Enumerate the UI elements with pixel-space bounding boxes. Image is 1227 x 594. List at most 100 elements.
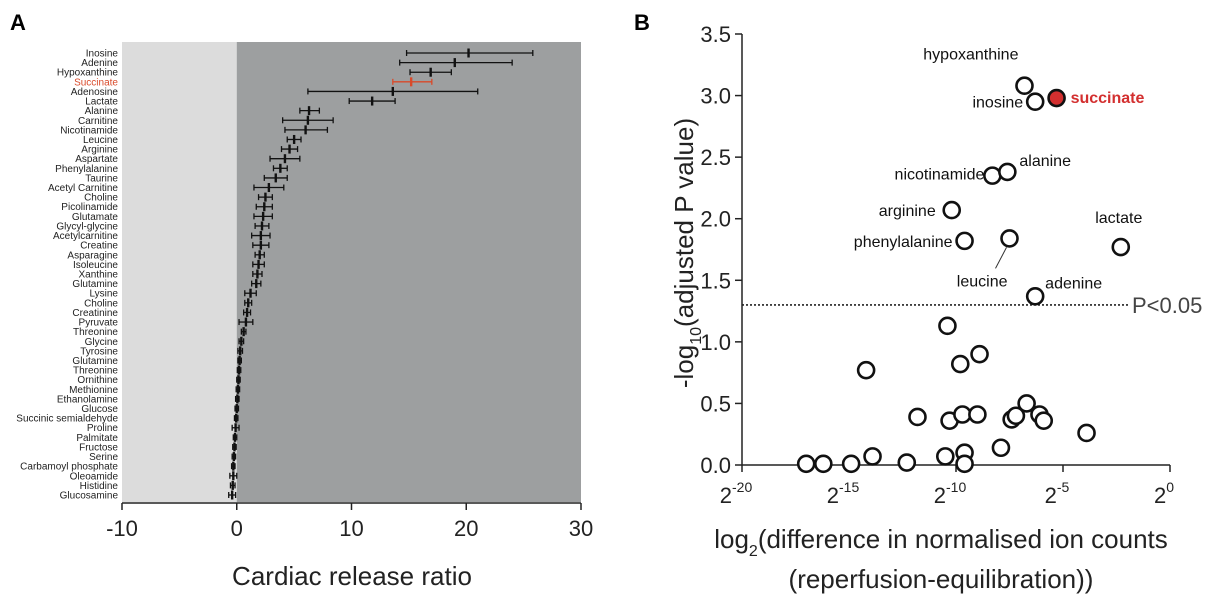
category-label: Palmitate (76, 433, 118, 444)
panel-a-category-labels: InosineAdenineHypoxanthineSuccinateAdeno… (16, 49, 118, 502)
x-tick-base: 2 (1045, 483, 1057, 508)
panel-b-label: B (634, 10, 650, 35)
data-point (409, 67, 452, 77)
category-label: Inosine (86, 49, 119, 60)
data-point (998, 162, 1017, 182)
data-point (405, 48, 534, 58)
y-tick-label: 3.0 (700, 84, 731, 109)
x-tick-base: 2 (827, 483, 839, 508)
y-tick-label: 0.0 (700, 453, 731, 478)
threshold-label: P<0.05 (1132, 293, 1202, 318)
data-point (236, 365, 242, 375)
x-tick-label: 2-10 (934, 479, 967, 508)
data-point (257, 192, 273, 202)
x-tick-label: 20 (454, 516, 478, 541)
data-point (244, 298, 253, 308)
data-point (237, 346, 244, 356)
category-label: Glutamine (72, 279, 118, 290)
category-label: Ornithine (77, 375, 118, 386)
category-label: Pyruvate (79, 318, 119, 329)
data-point (280, 144, 299, 154)
data-point (968, 405, 987, 424)
panel-b-points: hypoxanthine inosine succinate nicotinamide… (796, 47, 1144, 474)
point-label: alanine (1019, 153, 1071, 170)
category-label: Choline (84, 193, 118, 204)
panel-a-positive-region (236, 42, 581, 502)
category-label: Taurine (85, 173, 118, 184)
data-point (950, 354, 970, 374)
data-point (251, 279, 262, 289)
y-tick-label: 2.0 (700, 207, 731, 232)
panel-b-x-axis-title-prefix: log (714, 524, 749, 554)
category-label: Carnitine (78, 116, 118, 127)
data-point (856, 360, 876, 380)
data-point (1025, 92, 1045, 112)
leader-line (995, 247, 1007, 269)
data-point (1017, 394, 1036, 413)
category-label: Histidine (80, 481, 119, 492)
data-point (253, 211, 273, 221)
category-label: Lysine (89, 289, 118, 300)
data-point (231, 423, 240, 433)
data-point (255, 202, 273, 212)
category-label: Glycine (85, 337, 119, 348)
x-tick-base: 2 (720, 483, 732, 508)
x-tick-exponent: -5 (1057, 479, 1070, 495)
data-point (814, 454, 833, 474)
category-label: Nicotinamide (60, 125, 118, 136)
category-label: Glutamate (72, 212, 119, 223)
category-label: Creatine (80, 241, 118, 252)
x-tick-exponent: -15 (839, 479, 859, 495)
panel-b-x-axis-title-sub: 2 (749, 543, 758, 560)
x-tick-label: 20 (1154, 479, 1174, 508)
category-label: Adenosine (71, 87, 119, 98)
x-tick-label: 0 (231, 516, 243, 541)
panel-a-label: A (10, 10, 26, 35)
y-tick-label: 3.5 (700, 22, 731, 47)
data-point (348, 96, 396, 106)
data-point (983, 166, 1002, 185)
category-label: Lactate (85, 97, 118, 108)
data-point (244, 288, 257, 298)
category-label: Succinate (74, 77, 118, 88)
x-tick-label: 2-15 (827, 479, 860, 508)
data-point (252, 269, 263, 279)
data-point (233, 413, 239, 423)
data-point (970, 344, 989, 364)
point-label: arginine (879, 203, 936, 220)
data-point (238, 336, 245, 346)
category-label: Picolinamide (61, 202, 118, 213)
data-point (251, 231, 271, 241)
category-label: Glutamine (72, 356, 118, 367)
point-label: phenylalanine (854, 234, 953, 251)
data-point (392, 77, 433, 87)
data-point (254, 221, 270, 231)
data-point (269, 154, 301, 164)
x-tick-label: 2-20 (720, 479, 753, 508)
data-point (897, 453, 917, 472)
data-point (1111, 237, 1131, 257)
data-point (281, 115, 334, 125)
data-point (938, 316, 957, 336)
y-tick-label: 2.5 (700, 145, 731, 170)
data-point (237, 355, 242, 365)
data-point (232, 432, 238, 442)
category-label: Proline (87, 423, 119, 434)
data-point (234, 404, 240, 414)
data-point (240, 327, 247, 337)
data-point (231, 452, 237, 462)
panel-b-y-axis-title-main: (adjusted P value) (669, 118, 699, 327)
point-label: leucine (957, 273, 1008, 290)
data-point (272, 163, 288, 173)
data-point (1000, 229, 1019, 248)
data-point (235, 384, 241, 394)
x-tick-label: 10 (339, 516, 363, 541)
data-point (228, 490, 237, 500)
panel-b-threshold: P<0.05 (742, 293, 1202, 318)
x-tick-label: -10 (106, 516, 138, 541)
data-point (252, 259, 265, 269)
data-point (1034, 411, 1054, 430)
data-point (229, 471, 238, 481)
panel-b-y-axis-title: -log10(adjusted P value) (669, 118, 705, 388)
x-tick-exponent: -10 (946, 479, 966, 495)
